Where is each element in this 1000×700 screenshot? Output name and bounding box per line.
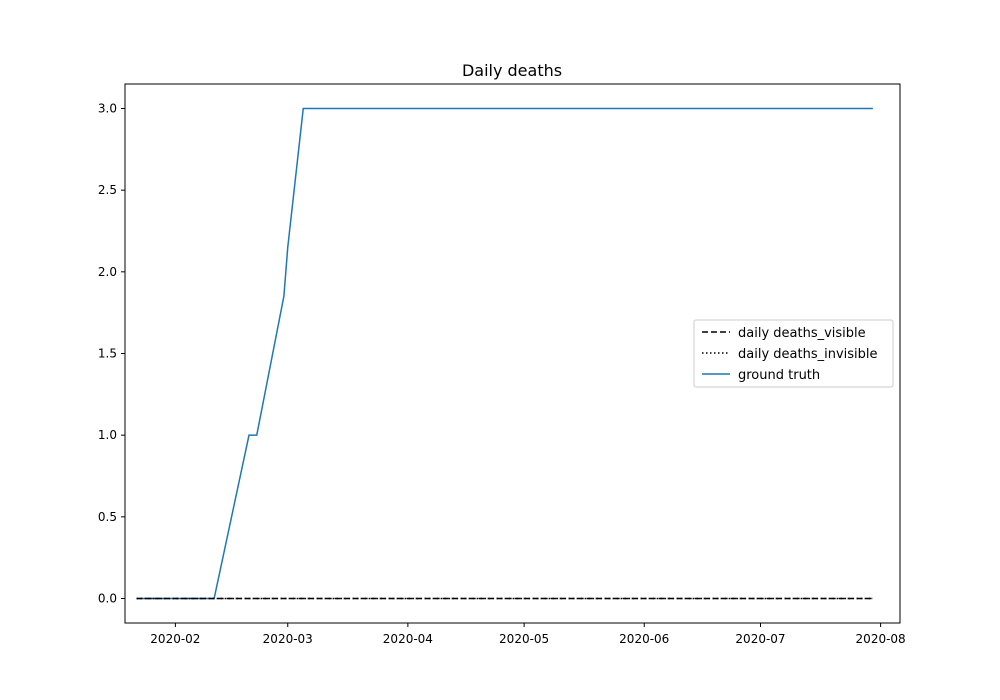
- x-tick-label: 2020-02: [150, 632, 200, 646]
- y-tick-label: 2.0: [98, 265, 117, 279]
- x-tick-label: 2020-08: [856, 632, 906, 646]
- y-axis: 0.0 0.5 1.0 1.5 2.0 2.5 3.0: [98, 102, 125, 606]
- y-tick-label: 2.5: [98, 183, 117, 197]
- legend-label: daily deaths_visible: [738, 326, 866, 341]
- legend-box: [693, 319, 894, 388]
- y-tick-label: 0.5: [98, 510, 117, 524]
- legend-label: ground truth: [738, 368, 820, 383]
- series-layer: [136, 107, 873, 600]
- y-tick-label: 1.0: [98, 428, 117, 442]
- y-tick-label: 1.5: [98, 347, 117, 361]
- x-tick-label: 2020-04: [383, 632, 433, 646]
- x-tick-label: 2020-07: [735, 632, 785, 646]
- y-tick-label: 3.0: [98, 102, 117, 116]
- y-tick-label: 0.0: [98, 592, 117, 606]
- chart-title: Daily deaths: [462, 61, 562, 80]
- legend-label: daily deaths_invisible: [738, 347, 878, 362]
- x-tick-label: 2020-06: [619, 632, 669, 646]
- series-line-ground-truth: [136, 107, 873, 600]
- x-tick-label: 2020-05: [499, 632, 549, 646]
- x-tick-label: 2020-03: [263, 632, 313, 646]
- x-axis: 2020-02 2020-03 2020-04 2020-05 2020-06 2020-…: [150, 623, 906, 646]
